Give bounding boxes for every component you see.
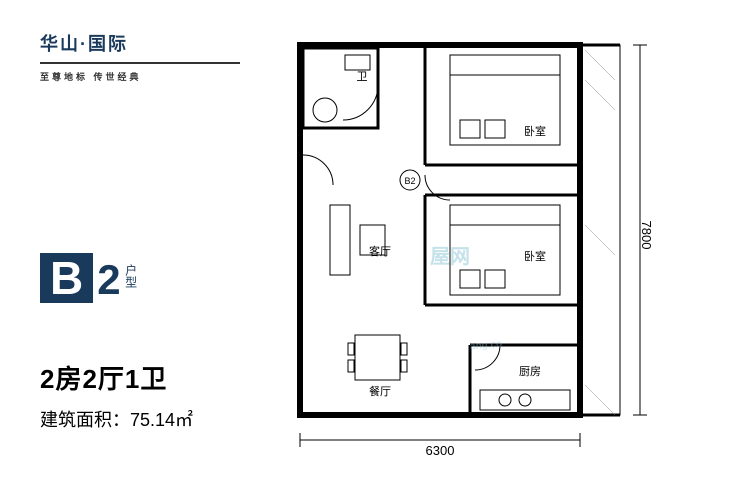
balcony-hatch (585, 50, 615, 415)
label-bathroom: 卫 (357, 71, 368, 83)
dim-height: 7800 (639, 221, 654, 250)
brand-divider (40, 62, 240, 64)
area-line: 建筑面积：75.14㎡ (40, 406, 240, 432)
unit-letter: B (40, 253, 93, 303)
dim-right: 7800 (633, 45, 654, 415)
dining-set (348, 335, 407, 380)
label-dining: 餐厅 (369, 384, 391, 398)
dim-width: 6300 (426, 443, 455, 458)
sink-icon (313, 98, 337, 122)
label-bedroom1: 卧室 (524, 124, 546, 138)
label-bedroom2: 卧室 (524, 249, 546, 263)
area-label: 建筑面积： (40, 410, 130, 430)
label-living: 客厅 (369, 244, 391, 258)
label-kitchen: 厨房 (519, 365, 541, 378)
brand-block: 华山·国际 至尊地标 传世经典 (40, 30, 240, 83)
unit-marker-label: B2 (404, 176, 415, 186)
brand-name: 华山·国际 (40, 30, 240, 56)
room-spec: 2房2厅1卫 (40, 359, 240, 396)
dim-bottom: 6300 (300, 433, 580, 458)
unit-type-block: B 2 户型 (40, 253, 240, 304)
door-arc-bath (343, 85, 378, 120)
balcony (580, 45, 620, 415)
floor-plan: B2 卫 卧室 卧室 客厅 餐厅 厨房 6300 7800 (280, 25, 660, 465)
unit-suffix: 户型 (123, 264, 140, 294)
door-arc-entry (303, 155, 333, 185)
unit-number: 2 (97, 256, 120, 304)
area-value: 75.14㎡ (130, 410, 193, 430)
kitchen-counter (480, 390, 570, 410)
watermark-icon: 屋网 (430, 240, 470, 269)
brand-tagline: 至尊地标 传世经典 (40, 70, 240, 83)
info-panel: 华山·国际 至尊地标 传世经典 B 2 户型 2房2厅1卫 建筑面积：75.14… (40, 30, 240, 432)
sofa (330, 205, 350, 275)
toilet-icon (345, 55, 370, 70)
